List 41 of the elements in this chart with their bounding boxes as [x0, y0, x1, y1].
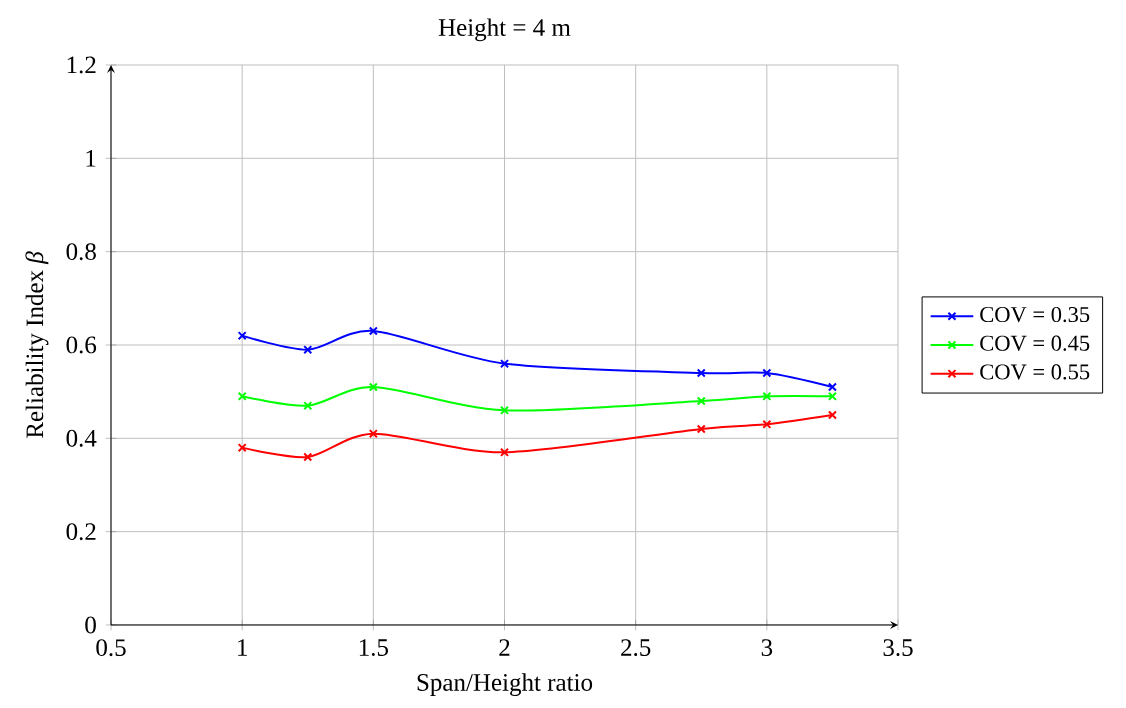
point [499, 359, 510, 369]
point [827, 410, 837, 420]
legend-label: COV = 0.55 [980, 364, 1090, 380]
point [762, 419, 772, 429]
x-tick-label: 0.5 [96, 639, 126, 657]
point [696, 368, 706, 378]
point [303, 452, 313, 462]
y-tick-label: 0.4 [66, 429, 97, 447]
point [696, 424, 706, 434]
y-tick-label: 1.2 [67, 56, 96, 74]
x-tick-label: 1.5 [359, 639, 388, 657]
x-axis-title: Span/Height ratio [417, 673, 593, 697]
point [762, 391, 772, 401]
legend-label: COV = 0.35 [980, 306, 1090, 323]
x-tick-label: 3.5 [883, 639, 913, 657]
x-tick-label: 3 [761, 639, 773, 656]
y-axis-title: Reliability Index β [25, 251, 49, 438]
y-tick-label: 0.2 [66, 523, 96, 541]
point [368, 429, 378, 439]
point [368, 382, 378, 392]
y-tick-label: 0.6 [66, 336, 97, 354]
point [827, 382, 837, 392]
point [499, 405, 510, 415]
point [827, 391, 837, 401]
point [303, 345, 313, 355]
point [237, 331, 247, 341]
x-tick-label: 2 [499, 639, 510, 656]
legend-label: COV = 0.45 [980, 335, 1090, 351]
x-tick-label: 1 [238, 639, 247, 656]
point [696, 396, 706, 406]
point [237, 443, 247, 453]
y-tick-label: 1 [86, 150, 96, 167]
x-tick-label: 2.5 [621, 639, 651, 657]
point [368, 326, 378, 336]
point [237, 391, 247, 401]
point [303, 401, 313, 411]
chart-title: Height = 4 m [438, 18, 571, 42]
point [499, 447, 510, 457]
y-tick-label: 0.8 [66, 243, 96, 261]
point [762, 368, 772, 378]
y-tick-label: 0 [85, 616, 96, 634]
